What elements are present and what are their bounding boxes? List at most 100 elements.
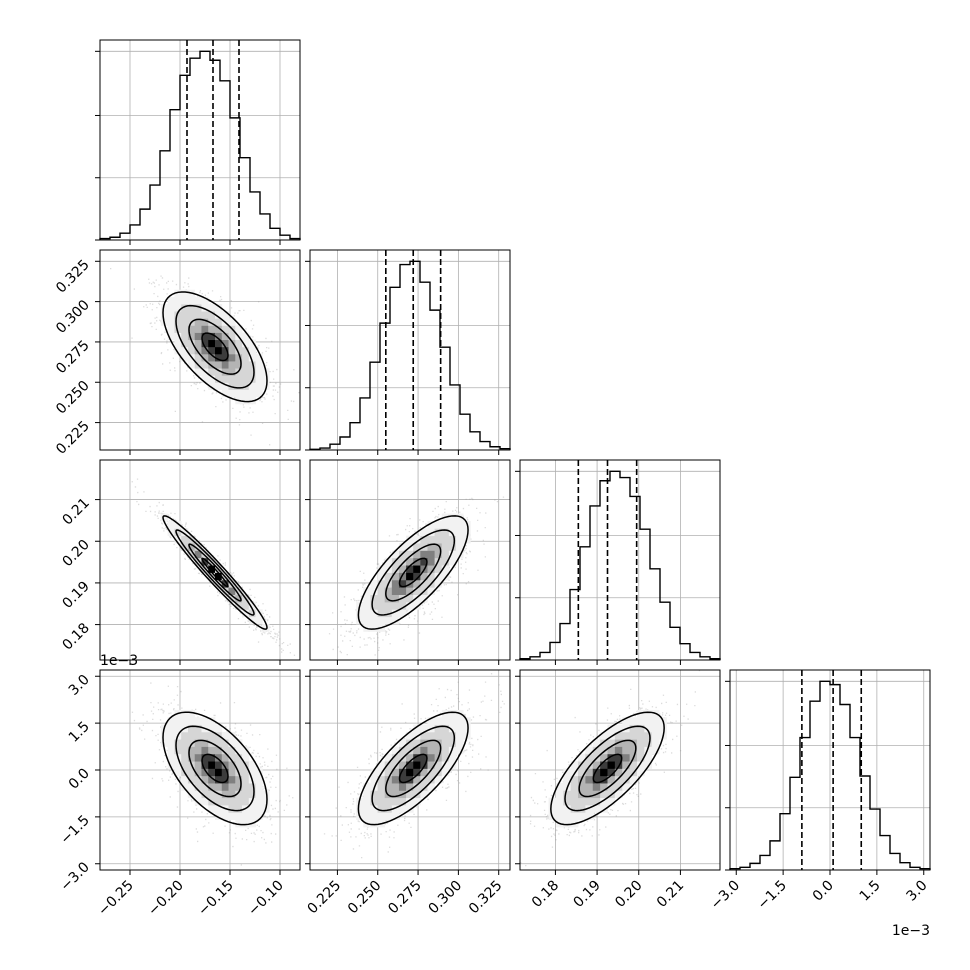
density-cell — [208, 382, 216, 390]
density-cell — [235, 761, 243, 769]
density-cell — [201, 717, 209, 725]
density-cell — [181, 753, 189, 762]
density-cell — [456, 513, 464, 522]
density-cell — [215, 325, 223, 333]
density-cell — [228, 753, 236, 762]
density-cell — [215, 353, 223, 362]
density-cell — [248, 339, 256, 348]
density-cell — [398, 775, 407, 784]
density-cell — [434, 775, 443, 784]
density-cell — [167, 753, 175, 762]
density-cell — [644, 731, 653, 740]
density-cell — [167, 325, 175, 333]
density-cell — [629, 724, 638, 733]
contour-level-2 — [175, 725, 255, 812]
density-cell — [201, 339, 209, 348]
density-cell — [592, 775, 601, 784]
density-cell — [448, 731, 457, 740]
density-cell — [592, 761, 601, 769]
density-cell — [659, 724, 667, 733]
y-tick-label-p1: 0.250 — [53, 378, 93, 418]
density-cell — [377, 797, 386, 806]
density-cell — [427, 731, 436, 740]
density-cell — [201, 311, 209, 319]
density-cell — [448, 513, 457, 522]
density-cell — [194, 717, 202, 725]
density-cell — [262, 624, 270, 632]
density-cell — [406, 594, 414, 603]
density-cell — [255, 805, 263, 813]
density-cell — [201, 346, 209, 355]
panel-frame — [519, 459, 721, 661]
density-cell — [255, 790, 263, 799]
density-cell — [456, 746, 464, 755]
density-cell — [614, 768, 623, 777]
density-cell — [255, 353, 263, 362]
density-cell — [167, 731, 175, 740]
density-cell — [420, 775, 428, 784]
contour-level-1 — [385, 543, 442, 602]
density-cell — [563, 819, 572, 828]
density-cell — [441, 717, 450, 725]
density-cell — [398, 761, 407, 769]
panel-content — [520, 670, 720, 870]
density-cell — [384, 812, 393, 821]
density-cell — [187, 783, 196, 791]
density-cell — [235, 375, 243, 383]
density-cell — [607, 746, 616, 755]
density-cell — [441, 761, 450, 769]
density-cell — [629, 746, 638, 755]
density-cell — [578, 761, 586, 769]
density-cell — [187, 550, 196, 559]
density-cell — [215, 375, 223, 383]
contour-level-1 — [188, 543, 242, 602]
density-cell — [194, 318, 202, 326]
density-cell — [555, 790, 564, 799]
density-cell — [585, 768, 594, 777]
density-cell — [636, 746, 645, 755]
density-cell — [600, 761, 608, 769]
density-cell — [622, 717, 630, 725]
density-cell — [398, 797, 407, 806]
density-cell — [181, 346, 189, 355]
density-cell — [398, 805, 407, 813]
density-cell — [600, 731, 608, 740]
density-cell — [187, 543, 196, 551]
density-cell — [441, 731, 450, 740]
density-cell — [187, 717, 196, 725]
density-cell — [377, 601, 386, 610]
density-cell — [208, 304, 216, 312]
density-cell — [427, 535, 436, 544]
density-cell — [221, 753, 229, 762]
density-cell — [636, 717, 645, 725]
density-cell — [614, 724, 623, 733]
density-cell — [262, 375, 270, 383]
density-cell — [187, 739, 196, 747]
contour-level-2 — [371, 529, 456, 616]
density-cell — [255, 368, 263, 376]
density-cell — [187, 768, 196, 777]
density-cell — [636, 731, 645, 740]
density-cell — [448, 528, 457, 537]
density-cell — [441, 535, 450, 544]
density-cell — [413, 768, 421, 777]
density-cell — [585, 775, 594, 784]
density-cell — [255, 361, 263, 369]
density-cell — [600, 753, 608, 762]
density-cell — [629, 775, 638, 784]
density-cell — [208, 375, 216, 383]
density-cell — [622, 753, 630, 762]
density-cell — [413, 572, 421, 581]
y-tick-label-p3: −1.5 — [57, 812, 92, 847]
density-cell — [235, 753, 243, 762]
contour-level-2 — [371, 725, 456, 812]
density-cell — [406, 572, 414, 581]
density-cell — [221, 746, 229, 755]
density-cell — [221, 325, 229, 333]
density-cell — [420, 768, 428, 777]
density-cell — [420, 746, 428, 755]
density-cell — [228, 318, 236, 326]
density-cell — [434, 535, 443, 544]
density-cell — [248, 805, 256, 813]
density-cell — [201, 304, 209, 312]
